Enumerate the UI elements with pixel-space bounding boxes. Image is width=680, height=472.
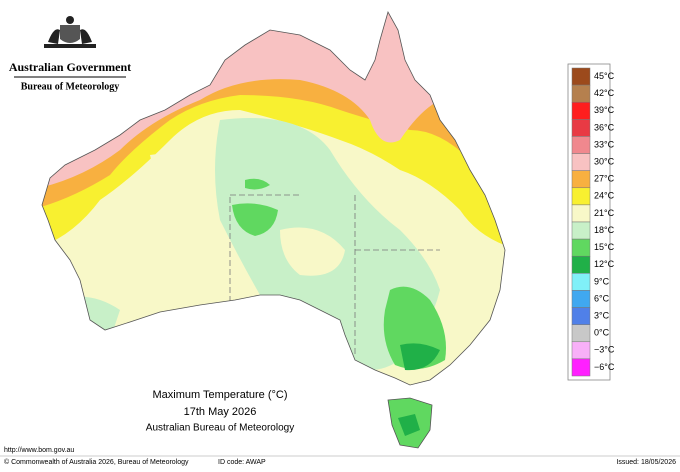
legend-swatch xyxy=(571,101,591,120)
legend-label: 39°C xyxy=(594,105,615,115)
footer-url: http://www.bom.gov.au xyxy=(4,447,74,454)
legend-swatch xyxy=(571,290,591,308)
coastline xyxy=(41,10,506,386)
legend-label: 15°C xyxy=(594,242,615,252)
legend-swatch xyxy=(571,187,591,206)
legend-swatch xyxy=(571,324,591,343)
legend-label: 12°C xyxy=(594,259,615,269)
legend-swatch xyxy=(571,358,591,377)
legend-label: 36°C xyxy=(594,122,615,132)
legend-swatch xyxy=(571,341,591,360)
legend-label: 0°C xyxy=(594,328,610,338)
legend-label: 18°C xyxy=(594,225,615,235)
legend-label: −6°C xyxy=(594,362,615,372)
legend-swatch xyxy=(571,273,591,291)
coat-of-arms xyxy=(44,16,96,48)
footer-copyright: © Commonwealth of Australia 2026, Bureau… xyxy=(4,458,189,466)
legend-label: 3°C xyxy=(594,310,610,320)
legend-label: 42°C xyxy=(594,88,615,98)
legend-label: 33°C xyxy=(594,139,615,149)
map-source: Australian Bureau of Meteorology xyxy=(146,423,294,434)
legend-swatch xyxy=(571,238,591,257)
legend-swatch xyxy=(571,136,591,154)
legend-swatch xyxy=(571,119,591,137)
legend: 45°C 42°C 39°C 36°C 33°C 30°C 27°C 24°C 21°C 18°C… xyxy=(571,67,615,377)
legend-label: 27°C xyxy=(594,174,615,184)
government-name: Australian Government xyxy=(9,60,131,74)
footer-id-code: ID code: AWAP xyxy=(218,459,266,466)
bureau-name: Bureau of Meteorology xyxy=(21,81,120,92)
legend-swatch xyxy=(571,67,591,86)
legend-label: −3°C xyxy=(594,345,615,355)
map-date: 17th May 2026 xyxy=(184,406,257,418)
legend-swatch xyxy=(571,255,591,274)
legend-swatch xyxy=(571,307,591,325)
legend-label: 45°C xyxy=(594,71,615,81)
legend-swatch xyxy=(571,84,591,103)
legend-swatch xyxy=(571,221,591,240)
legend-label: 24°C xyxy=(594,191,615,201)
legend-label: 9°C xyxy=(594,276,610,286)
footer-issued: Issued: 18/05/2026 xyxy=(616,459,676,466)
map-title: Maximum Temperature (°C) xyxy=(152,389,287,401)
legend-swatch xyxy=(571,204,591,223)
legend-label: 6°C xyxy=(594,293,610,303)
legend-swatch xyxy=(571,170,591,189)
legend-swatch xyxy=(571,153,591,171)
tasmania-highlands xyxy=(398,414,420,436)
legend-label: 30°C xyxy=(594,156,615,166)
legend-label: 21°C xyxy=(594,208,615,218)
